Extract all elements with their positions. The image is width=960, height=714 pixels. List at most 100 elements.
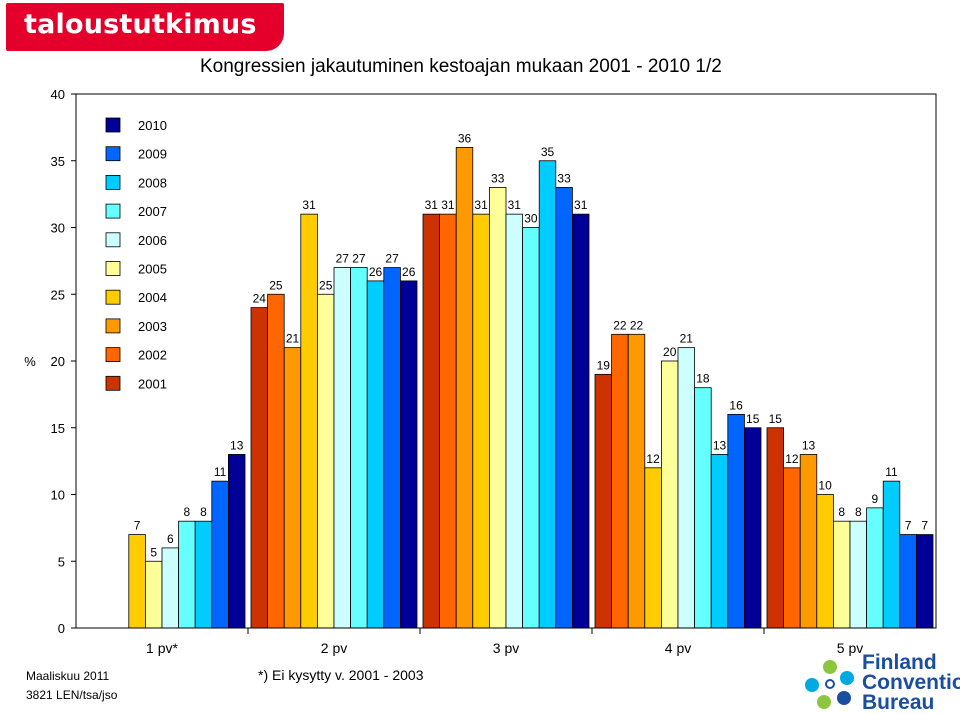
legend-swatch-2004: [105, 289, 121, 305]
bar-2006-1: [333, 267, 352, 629]
legend-label-2005: 2005: [138, 262, 167, 277]
bar-2009-4: [899, 534, 917, 629]
legend-swatch-2005: [105, 261, 121, 276]
data-label: 21: [286, 332, 300, 346]
data-label: 35: [541, 145, 555, 159]
bar-2002-3: [611, 333, 629, 629]
legend-box: [92, 112, 164, 403]
data-label: 9: [872, 492, 879, 506]
legend-label-2007: 2007: [138, 204, 167, 219]
bar-2009-0: [211, 480, 229, 629]
bar-2007-1: [350, 267, 368, 629]
bar-2003-2: [455, 146, 474, 629]
bar-2001-3: [594, 373, 613, 629]
data-label: 12: [646, 452, 660, 466]
bar-2010-4: [916, 534, 934, 629]
bar-2006-2: [505, 213, 524, 629]
footer-code: 3821 LEN/tsa/jso: [26, 688, 118, 702]
bar-2005-1: [316, 293, 335, 629]
bar-2003-1: [283, 347, 302, 629]
legend-swatch-2009: [105, 146, 121, 162]
bar-2004-3: [644, 467, 662, 629]
data-label: 7: [134, 519, 141, 533]
bar-2004-0: [128, 534, 146, 629]
x-tick-label: 2 pv: [321, 640, 347, 656]
y-tick-label: 20: [51, 354, 65, 369]
legend-label-2010: 2010: [138, 118, 167, 133]
y-tick-label: 15: [51, 421, 65, 436]
data-label: 8: [838, 505, 845, 519]
data-label: 21: [680, 332, 694, 346]
bar-2010-3: [744, 427, 762, 629]
legend-label-2009: 2009: [138, 147, 167, 162]
data-label: 26: [402, 265, 416, 279]
taloustutkimus-logo: taloustutkimus oy: [6, 3, 284, 84]
data-label: 30: [524, 212, 538, 226]
y-tick-label: 0: [58, 621, 65, 636]
data-label: 8: [200, 505, 207, 519]
bar-2007-4: [866, 507, 884, 629]
fcb-line-2: Convention: [862, 671, 960, 694]
legend-label-2004: 2004: [138, 290, 167, 305]
legend-label-2002: 2002: [138, 348, 167, 363]
data-label: 11: [885, 465, 898, 479]
legend-swatch-2001: [105, 375, 121, 391]
y-axis-label: %: [24, 354, 36, 369]
data-label: 13: [230, 438, 244, 452]
bar-2010-1: [399, 280, 418, 629]
data-label: 15: [769, 412, 783, 426]
bar-2004-2: [472, 213, 490, 629]
data-label: 10: [818, 479, 832, 493]
fcb-emblem-icon: [805, 660, 854, 709]
bar-2002-4: [783, 467, 801, 629]
bar-2001-4: [766, 427, 785, 629]
footer-date: Maaliskuu 2011: [26, 669, 110, 683]
y-tick-label: 5: [58, 554, 65, 569]
x-tick-label: 1 pv*: [146, 640, 178, 656]
bar-2007-2: [522, 227, 540, 629]
data-label: 31: [425, 198, 439, 212]
bar-2008-2: [538, 160, 557, 629]
legend-swatch-2007: [105, 203, 121, 219]
legend-swatch-2008: [105, 174, 121, 190]
data-label: 26: [369, 265, 383, 279]
bar-2004-4: [816, 494, 834, 629]
legend-swatch-2006: [105, 232, 121, 248]
data-label: 31: [441, 198, 455, 212]
bar-2005-4: [833, 520, 851, 629]
data-label: 27: [352, 252, 366, 266]
x-tick-label: 4 pv: [665, 640, 691, 656]
data-label: 13: [802, 438, 816, 452]
legend-label-2008: 2008: [138, 175, 167, 190]
bar-2004-1: [300, 213, 318, 629]
bar-2010-2: [572, 213, 590, 629]
bar-2008-3: [710, 454, 729, 629]
finland-convention-bureau-logo: Finland Convention Bureau: [800, 652, 960, 714]
data-label: 7: [905, 519, 912, 533]
bar-2009-2: [555, 187, 573, 629]
data-label: 27: [385, 252, 399, 266]
data-label: 33: [557, 171, 571, 185]
legend-label-2001: 2001: [138, 376, 167, 391]
data-label: 25: [269, 278, 283, 292]
data-label: 13: [713, 438, 727, 452]
bar-2002-2: [439, 213, 457, 629]
data-label: 16: [729, 398, 743, 412]
bar-2001-2: [422, 213, 441, 629]
data-label: 31: [474, 198, 488, 212]
data-label: 15: [746, 412, 760, 426]
bar-2008-4: [882, 480, 901, 629]
bar-2006-4: [849, 520, 868, 629]
bar-2007-3: [694, 387, 712, 629]
x-tick-label: 3 pv: [493, 640, 519, 656]
data-label: 33: [491, 171, 505, 185]
bar-2005-2: [488, 187, 507, 629]
data-label: 18: [696, 372, 710, 386]
data-label: 31: [508, 198, 522, 212]
bar-2006-3: [677, 347, 696, 629]
y-tick-label: 25: [51, 287, 65, 302]
bar-2010-0: [227, 454, 246, 629]
bar-2005-0: [144, 560, 163, 629]
data-label: 24: [253, 292, 267, 306]
